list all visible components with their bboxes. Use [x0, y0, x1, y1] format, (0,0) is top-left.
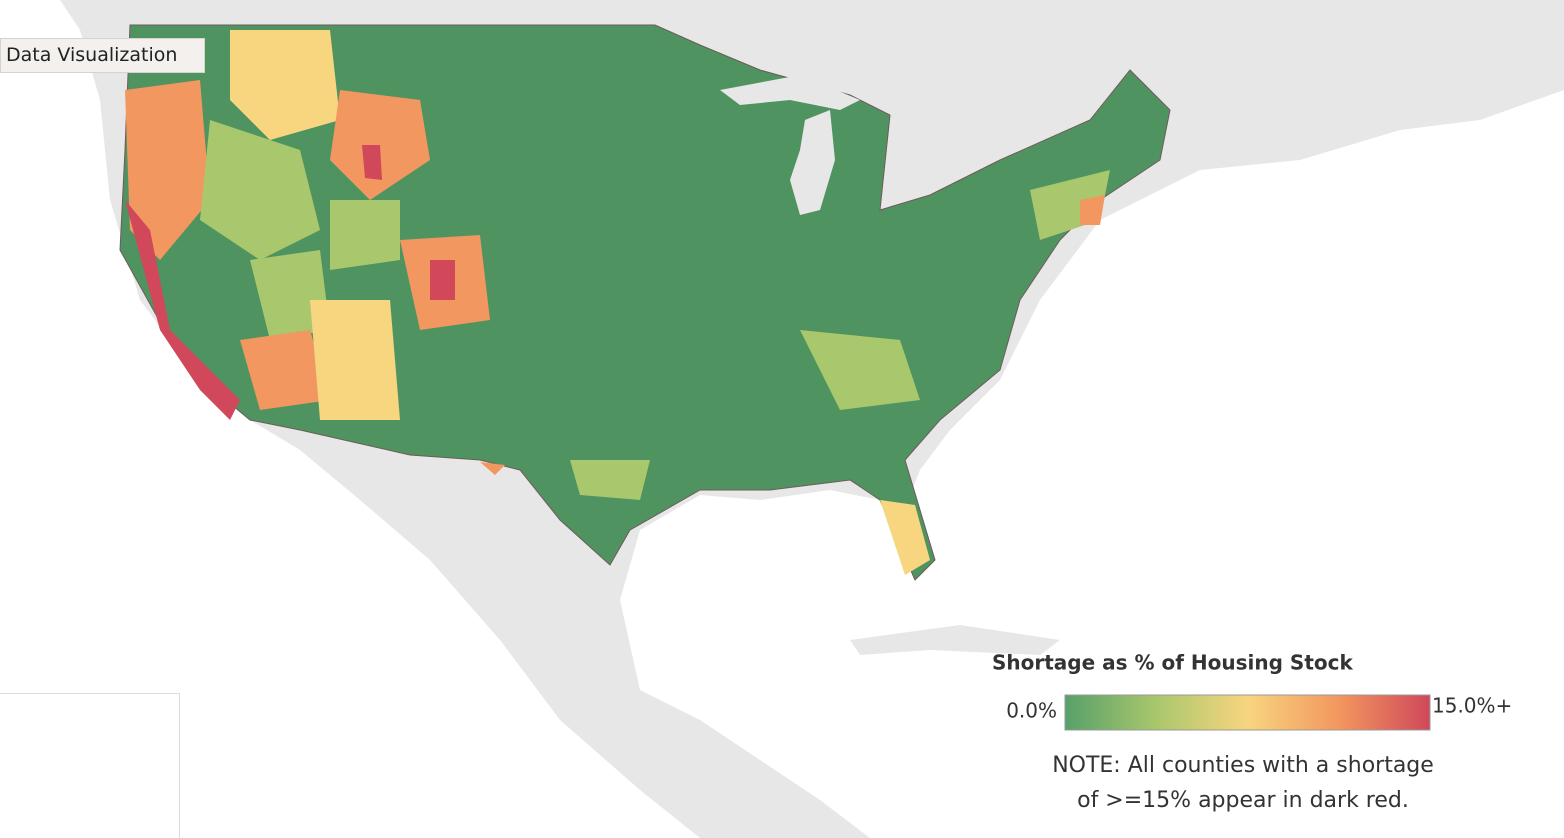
- region: [240, 330, 330, 410]
- region: [125, 80, 210, 260]
- region: [230, 30, 340, 140]
- note: of >=15% appear in dark red.: [1077, 788, 1409, 813]
- region: [362, 145, 382, 180]
- legend-max: 15.0%+: [1432, 694, 1512, 718]
- tab[interactable]: Data Visualization: [0, 38, 205, 73]
- legend-title: Shortage as % of Housing Stock: [992, 651, 1353, 675]
- region: [880, 500, 930, 575]
- region: [125, 200, 240, 420]
- lake: [720, 75, 860, 110]
- region: [800, 330, 920, 410]
- region: [330, 200, 400, 270]
- lake: [790, 110, 835, 215]
- land: [850, 625, 1060, 655]
- region: [1080, 195, 1105, 225]
- region: [480, 462, 505, 475]
- region: [310, 300, 400, 420]
- legend-gradient: [1064, 694, 1431, 731]
- note: NOTE: All counties with a shortage: [1052, 753, 1434, 778]
- legend-min: 0.0%: [1006, 699, 1057, 723]
- region: [200, 120, 320, 260]
- panel: [0, 693, 180, 838]
- region: [430, 260, 455, 300]
- region: [250, 250, 330, 340]
- region: [570, 460, 650, 500]
